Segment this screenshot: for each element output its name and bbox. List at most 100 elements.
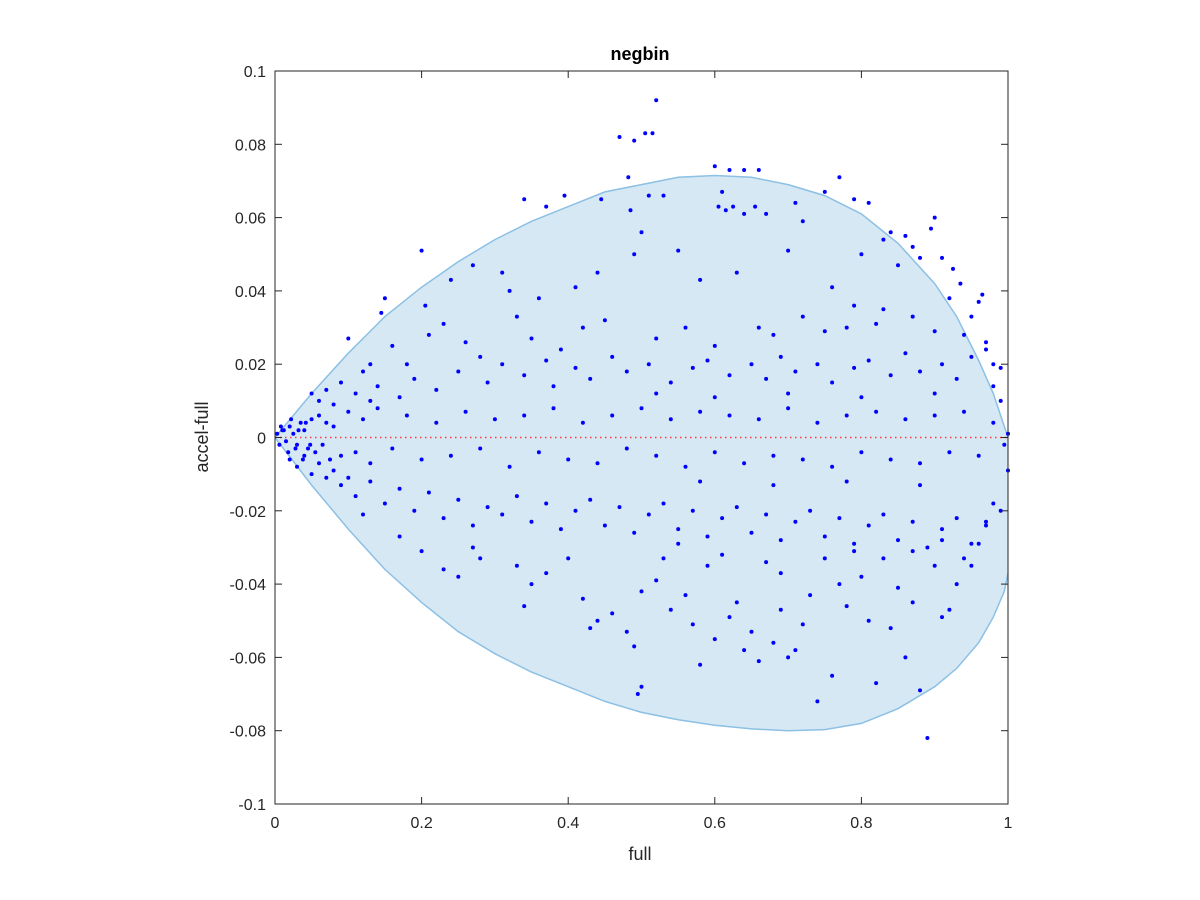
data-point [940, 362, 944, 367]
data-point [815, 699, 820, 704]
data-point [566, 556, 571, 561]
data-point [514, 494, 519, 499]
data-point [793, 200, 798, 205]
data-point [698, 409, 703, 414]
data-point [624, 369, 629, 374]
data-point [712, 164, 717, 169]
data-point [712, 637, 717, 642]
data-point [888, 626, 893, 631]
data-point [544, 204, 549, 209]
data-point [727, 413, 732, 418]
region-fill [275, 175, 1008, 731]
data-point [874, 321, 879, 326]
data-point [866, 200, 871, 205]
data-point [958, 281, 963, 286]
data-point [771, 640, 776, 645]
data-point [295, 442, 299, 447]
data-point [643, 131, 648, 136]
data-point [984, 523, 988, 528]
data-point [654, 391, 659, 396]
data-point [375, 406, 380, 411]
data-point [712, 395, 717, 400]
data-point [632, 644, 637, 649]
data-point [382, 296, 387, 301]
data-point [844, 413, 849, 418]
data-point [808, 508, 813, 513]
data-point [742, 168, 747, 172]
data-point [624, 446, 629, 451]
data-point [470, 523, 475, 528]
data-point [324, 420, 329, 425]
data-point [309, 472, 314, 477]
data-point [375, 384, 380, 389]
data-point [881, 512, 886, 517]
data-point [331, 468, 336, 473]
data-point [478, 446, 483, 451]
data-point [320, 442, 325, 447]
data-point [764, 560, 769, 565]
data-point [639, 230, 644, 235]
data-point [727, 615, 732, 620]
data-point [632, 138, 637, 143]
data-point [932, 215, 937, 220]
chart-title: negbin [611, 44, 670, 64]
data-point [815, 362, 820, 367]
data-point [551, 384, 556, 389]
data-point [295, 464, 299, 469]
data-point [903, 655, 908, 660]
data-point [522, 413, 527, 418]
data-point [866, 618, 871, 623]
data-point [346, 336, 351, 341]
data-point [800, 457, 805, 462]
data-point [328, 457, 332, 462]
data-point [668, 380, 673, 385]
data-point [573, 365, 578, 370]
data-point [690, 508, 695, 513]
data-point [412, 508, 417, 513]
data-point [514, 314, 519, 319]
data-point [544, 358, 549, 363]
data-point [434, 420, 439, 425]
data-point [317, 398, 321, 403]
data-point [544, 501, 549, 506]
data-point [778, 607, 783, 612]
data-point [954, 582, 959, 587]
data-point [969, 541, 974, 546]
data-point [339, 380, 343, 385]
data-point [727, 168, 732, 172]
data-point [734, 270, 739, 275]
data-point [800, 314, 805, 319]
data-point [830, 380, 835, 385]
data-point [998, 365, 1003, 370]
data-point [771, 483, 776, 488]
data-point [397, 486, 402, 491]
data-point [558, 347, 563, 352]
data-point [654, 578, 659, 583]
x-axis-label: full [628, 844, 651, 864]
data-point [778, 571, 783, 576]
data-point [723, 208, 728, 213]
data-point [313, 450, 318, 455]
data-point [786, 655, 791, 660]
data-point [485, 380, 490, 385]
data-point [940, 615, 944, 620]
data-point [705, 534, 710, 539]
data-point [734, 505, 739, 510]
data-point [339, 483, 343, 488]
data-point [852, 197, 857, 202]
data-point [859, 450, 864, 455]
data-point [1002, 442, 1007, 447]
y-axis-label: accel-full [192, 401, 212, 472]
data-point [815, 420, 820, 425]
data-point [298, 420, 303, 425]
data-point [275, 431, 280, 436]
data-point [749, 629, 754, 634]
data-point [573, 285, 578, 290]
points-layer [275, 98, 1010, 740]
data-point [277, 442, 282, 447]
data-point [293, 446, 298, 451]
data-point [639, 589, 644, 594]
data-point [456, 369, 461, 374]
data-point [628, 208, 633, 213]
data-point [683, 593, 688, 598]
